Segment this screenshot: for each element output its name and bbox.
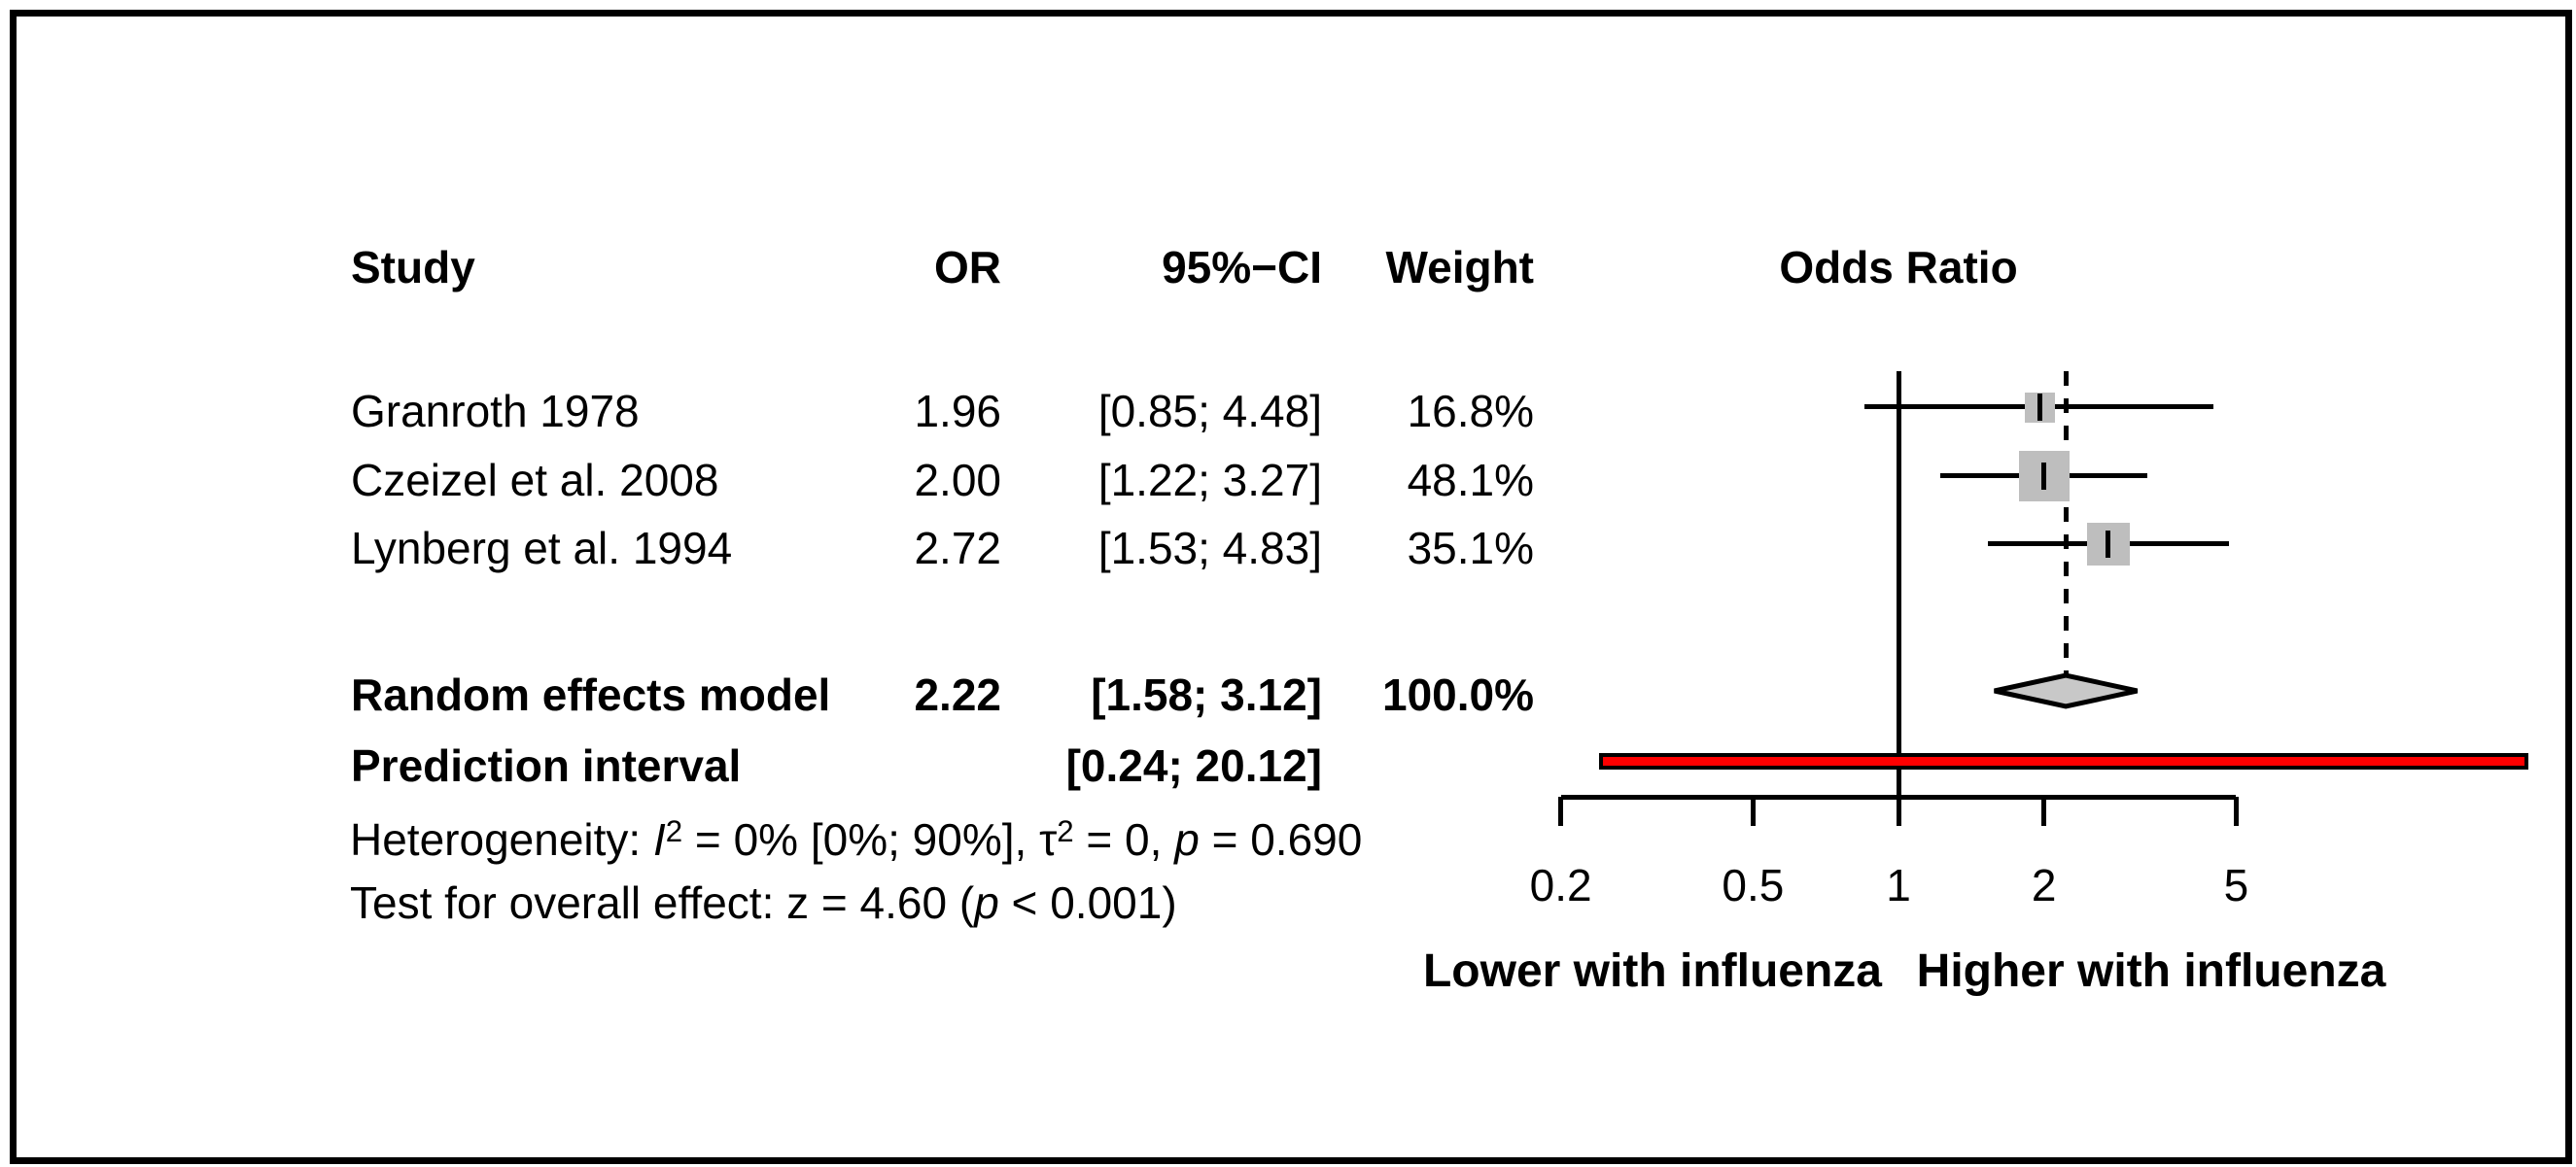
- study-weight-value: 35.1%: [1407, 523, 1534, 573]
- prediction-ci-value: [0.24; 20.12]: [1065, 740, 1322, 791]
- note-segment: = 0% [0%; 90%],: [682, 814, 1040, 865]
- summary-label: Random effects model: [351, 669, 831, 720]
- overall-effect-note: Test for overall effect: z = 4.60 (p < 0…: [350, 880, 1177, 925]
- axis-tick: [2233, 797, 2239, 826]
- axis-tick-label: 0.2: [1529, 860, 1592, 910]
- plot-title: Odds Ratio: [1779, 242, 2018, 292]
- summary-dashed-line: [2063, 371, 2069, 675]
- axis-tick: [1558, 797, 1564, 826]
- study-ci-value: [1.22; 3.27]: [1097, 455, 1322, 505]
- column-header-or: OR: [934, 242, 1001, 292]
- axis-tick: [1896, 797, 1901, 826]
- study-ci-value: [1.53; 4.83]: [1097, 523, 1322, 573]
- study-ci-value: [0.85; 4.48]: [1097, 386, 1322, 436]
- axis-tick-label: 0.5: [1722, 860, 1785, 910]
- study-name: Lynberg et al. 1994: [351, 523, 733, 573]
- column-header-weight: Weight: [1385, 242, 1534, 292]
- prediction-label: Prediction interval: [351, 740, 742, 791]
- axis-tick: [2041, 797, 2047, 826]
- note-segment: I: [652, 814, 666, 865]
- reference-line-or1: [1896, 371, 1901, 826]
- note-segment: = 0.690: [1199, 814, 1363, 865]
- column-header-ci: 95%−CI: [1162, 242, 1322, 292]
- study-weight-value: 48.1%: [1407, 455, 1534, 505]
- axis-tick: [1750, 797, 1756, 826]
- note-segment: p: [1174, 814, 1200, 865]
- note-segment: 2: [1057, 813, 1074, 848]
- axis-label-higher: Higher with influenza: [1916, 945, 2386, 997]
- study-name: Czeizel et al. 2008: [351, 455, 719, 505]
- study-or-value: 2.72: [914, 523, 1001, 573]
- axis-tick-label: 5: [2223, 860, 2249, 910]
- note-segment: 2: [665, 813, 683, 848]
- point-marker: [2041, 463, 2047, 490]
- point-marker: [2036, 394, 2042, 421]
- note-segment: < 0.001): [998, 877, 1177, 928]
- note-segment: = 0,: [1073, 814, 1175, 865]
- study-or-value: 1.96: [914, 386, 1001, 436]
- summary-weight-value: 100.0%: [1381, 669, 1534, 720]
- study-name: Granroth 1978: [351, 386, 640, 436]
- axis-tick-label: 1: [1886, 860, 1911, 910]
- study-weight-value: 16.8%: [1407, 386, 1534, 436]
- note-segment: p: [974, 877, 999, 928]
- column-header-study: Study: [351, 242, 475, 292]
- heterogeneity-note: Heterogeneity: I2 = 0% [0%; 90%], τ2 = 0…: [350, 813, 1363, 865]
- summary-diamond: [1994, 672, 2139, 709]
- study-or-value: 2.00: [914, 455, 1001, 505]
- figure-border: [10, 10, 2572, 1164]
- point-marker: [2106, 531, 2111, 558]
- prediction-interval-bar: [1598, 753, 2528, 770]
- summary-ci-value: [1.58; 3.12]: [1091, 669, 1322, 720]
- note-segment: τ: [1039, 814, 1058, 865]
- summary-or-value: 2.22: [914, 669, 1001, 720]
- note-segment: Heterogeneity:: [350, 814, 653, 865]
- axis-label-lower: Lower with influenza: [1422, 945, 1882, 997]
- axis-tick-label: 2: [2031, 860, 2057, 910]
- note-segment: Test for overall effect: z = 4.60 (: [350, 877, 975, 928]
